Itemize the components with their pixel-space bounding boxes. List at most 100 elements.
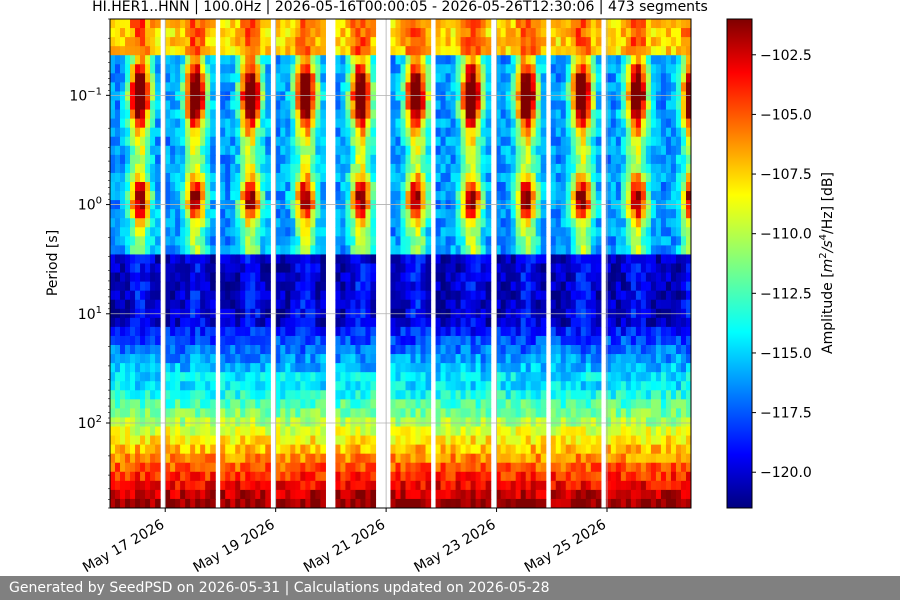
heatmap-cell [125, 399, 131, 409]
heatmap-cell [435, 28, 442, 38]
heatmap-cell [185, 28, 191, 38]
heatmap-cell [355, 19, 362, 29]
heatmap-cell [465, 471, 472, 482]
heatmap-cell [460, 118, 467, 129]
heatmap-cell [550, 100, 557, 111]
heatmap-cell [125, 435, 131, 446]
heatmap-cell [410, 399, 417, 409]
heatmap-cell [300, 471, 306, 482]
heatmap-cell [205, 335, 211, 346]
heatmap-cell [585, 363, 592, 373]
heatmap-cell [515, 317, 522, 328]
heatmap-cell [285, 372, 291, 382]
heatmap-cell [400, 290, 407, 301]
heatmap-cell [275, 236, 281, 246]
heatmap-cell [110, 28, 116, 38]
heatmap-cell [565, 136, 572, 147]
heatmap-cell [150, 118, 156, 129]
heatmap-cell [585, 381, 592, 391]
heatmap-cell [390, 426, 397, 437]
heatmap-cell [440, 381, 447, 391]
heatmap-cell [115, 345, 121, 355]
heatmap-cell [540, 209, 547, 219]
heatmap-cell [395, 73, 402, 83]
heatmap-cell [595, 191, 602, 201]
heatmap-cell [605, 317, 612, 328]
heatmap-cell [425, 127, 432, 138]
heatmap-cell [295, 163, 301, 174]
heatmap-cell [190, 55, 196, 65]
heatmap-cell [125, 254, 131, 265]
heatmap-cell [570, 345, 577, 355]
heatmap-cell [135, 236, 141, 246]
heatmap-cell [140, 435, 146, 446]
heatmap-cell [460, 254, 467, 265]
heatmap-cell [350, 390, 357, 400]
heatmap-cell [115, 55, 121, 65]
heatmap-cell [285, 345, 291, 355]
heatmap-cell [145, 227, 151, 237]
heatmap-cell [150, 109, 156, 120]
heatmap-cell [165, 82, 171, 93]
heatmap-cell [445, 37, 452, 47]
heatmap-cell [335, 91, 341, 102]
heatmap-cell [340, 28, 347, 38]
heatmap-cell [470, 91, 477, 102]
heatmap-cell [495, 254, 502, 265]
heatmap-cell [245, 100, 251, 111]
heatmap-cell [170, 127, 176, 138]
heatmap-cell [135, 227, 141, 237]
heatmap-cell [300, 254, 306, 265]
heatmap-cell [265, 417, 271, 428]
heatmap-cell [340, 335, 347, 346]
heatmap-cell [485, 453, 492, 464]
heatmap-cell [355, 154, 362, 165]
heatmap-cell [245, 417, 251, 428]
heatmap-cell [410, 73, 417, 83]
heatmap-cell [460, 64, 467, 74]
heatmap-cell [410, 462, 417, 473]
heatmap-cell [525, 64, 532, 74]
heatmap-cell [310, 254, 316, 265]
heatmap-cell [630, 82, 637, 93]
heatmap-cell [120, 191, 126, 201]
heatmap-cell [460, 163, 467, 174]
heatmap-cell [200, 372, 206, 382]
heatmap-cell [145, 326, 151, 337]
heatmap-cell [195, 408, 201, 419]
heatmap-cell [510, 182, 517, 192]
heatmap-cell [130, 19, 136, 29]
heatmap-cell [150, 46, 156, 56]
heatmap-cell [610, 335, 617, 346]
heatmap-cell [280, 462, 286, 473]
heatmap-cell [235, 345, 241, 355]
heatmap-cell [340, 281, 347, 292]
heatmap-cell [555, 417, 562, 428]
heatmap-cell [150, 218, 156, 228]
heatmap-cell [255, 399, 261, 409]
heatmap-cell [200, 154, 206, 165]
heatmap-cell [135, 426, 141, 437]
heatmap-cell [360, 236, 367, 246]
heatmap-cell [315, 100, 321, 111]
heatmap-cell [135, 55, 141, 65]
heatmap-cell [585, 245, 592, 256]
heatmap-cell [400, 236, 407, 246]
heatmap-cell [585, 236, 592, 246]
heatmap-cell [470, 182, 477, 192]
heatmap-cell [440, 363, 447, 373]
heatmap-cell [400, 462, 407, 473]
heatmap-cell [205, 28, 211, 38]
heatmap-cell [585, 299, 592, 310]
heatmap-cell [525, 236, 532, 246]
heatmap-cell [250, 37, 256, 47]
heatmap-cell [475, 462, 482, 473]
heatmap-cell [110, 127, 116, 138]
heatmap-cell [520, 272, 527, 283]
heatmap-cell [535, 109, 542, 120]
heatmap-cell [410, 154, 417, 165]
heatmap-cell [300, 317, 306, 328]
heatmap-cell [365, 109, 372, 120]
heatmap-cell [610, 127, 617, 138]
heatmap-cell [470, 326, 477, 337]
